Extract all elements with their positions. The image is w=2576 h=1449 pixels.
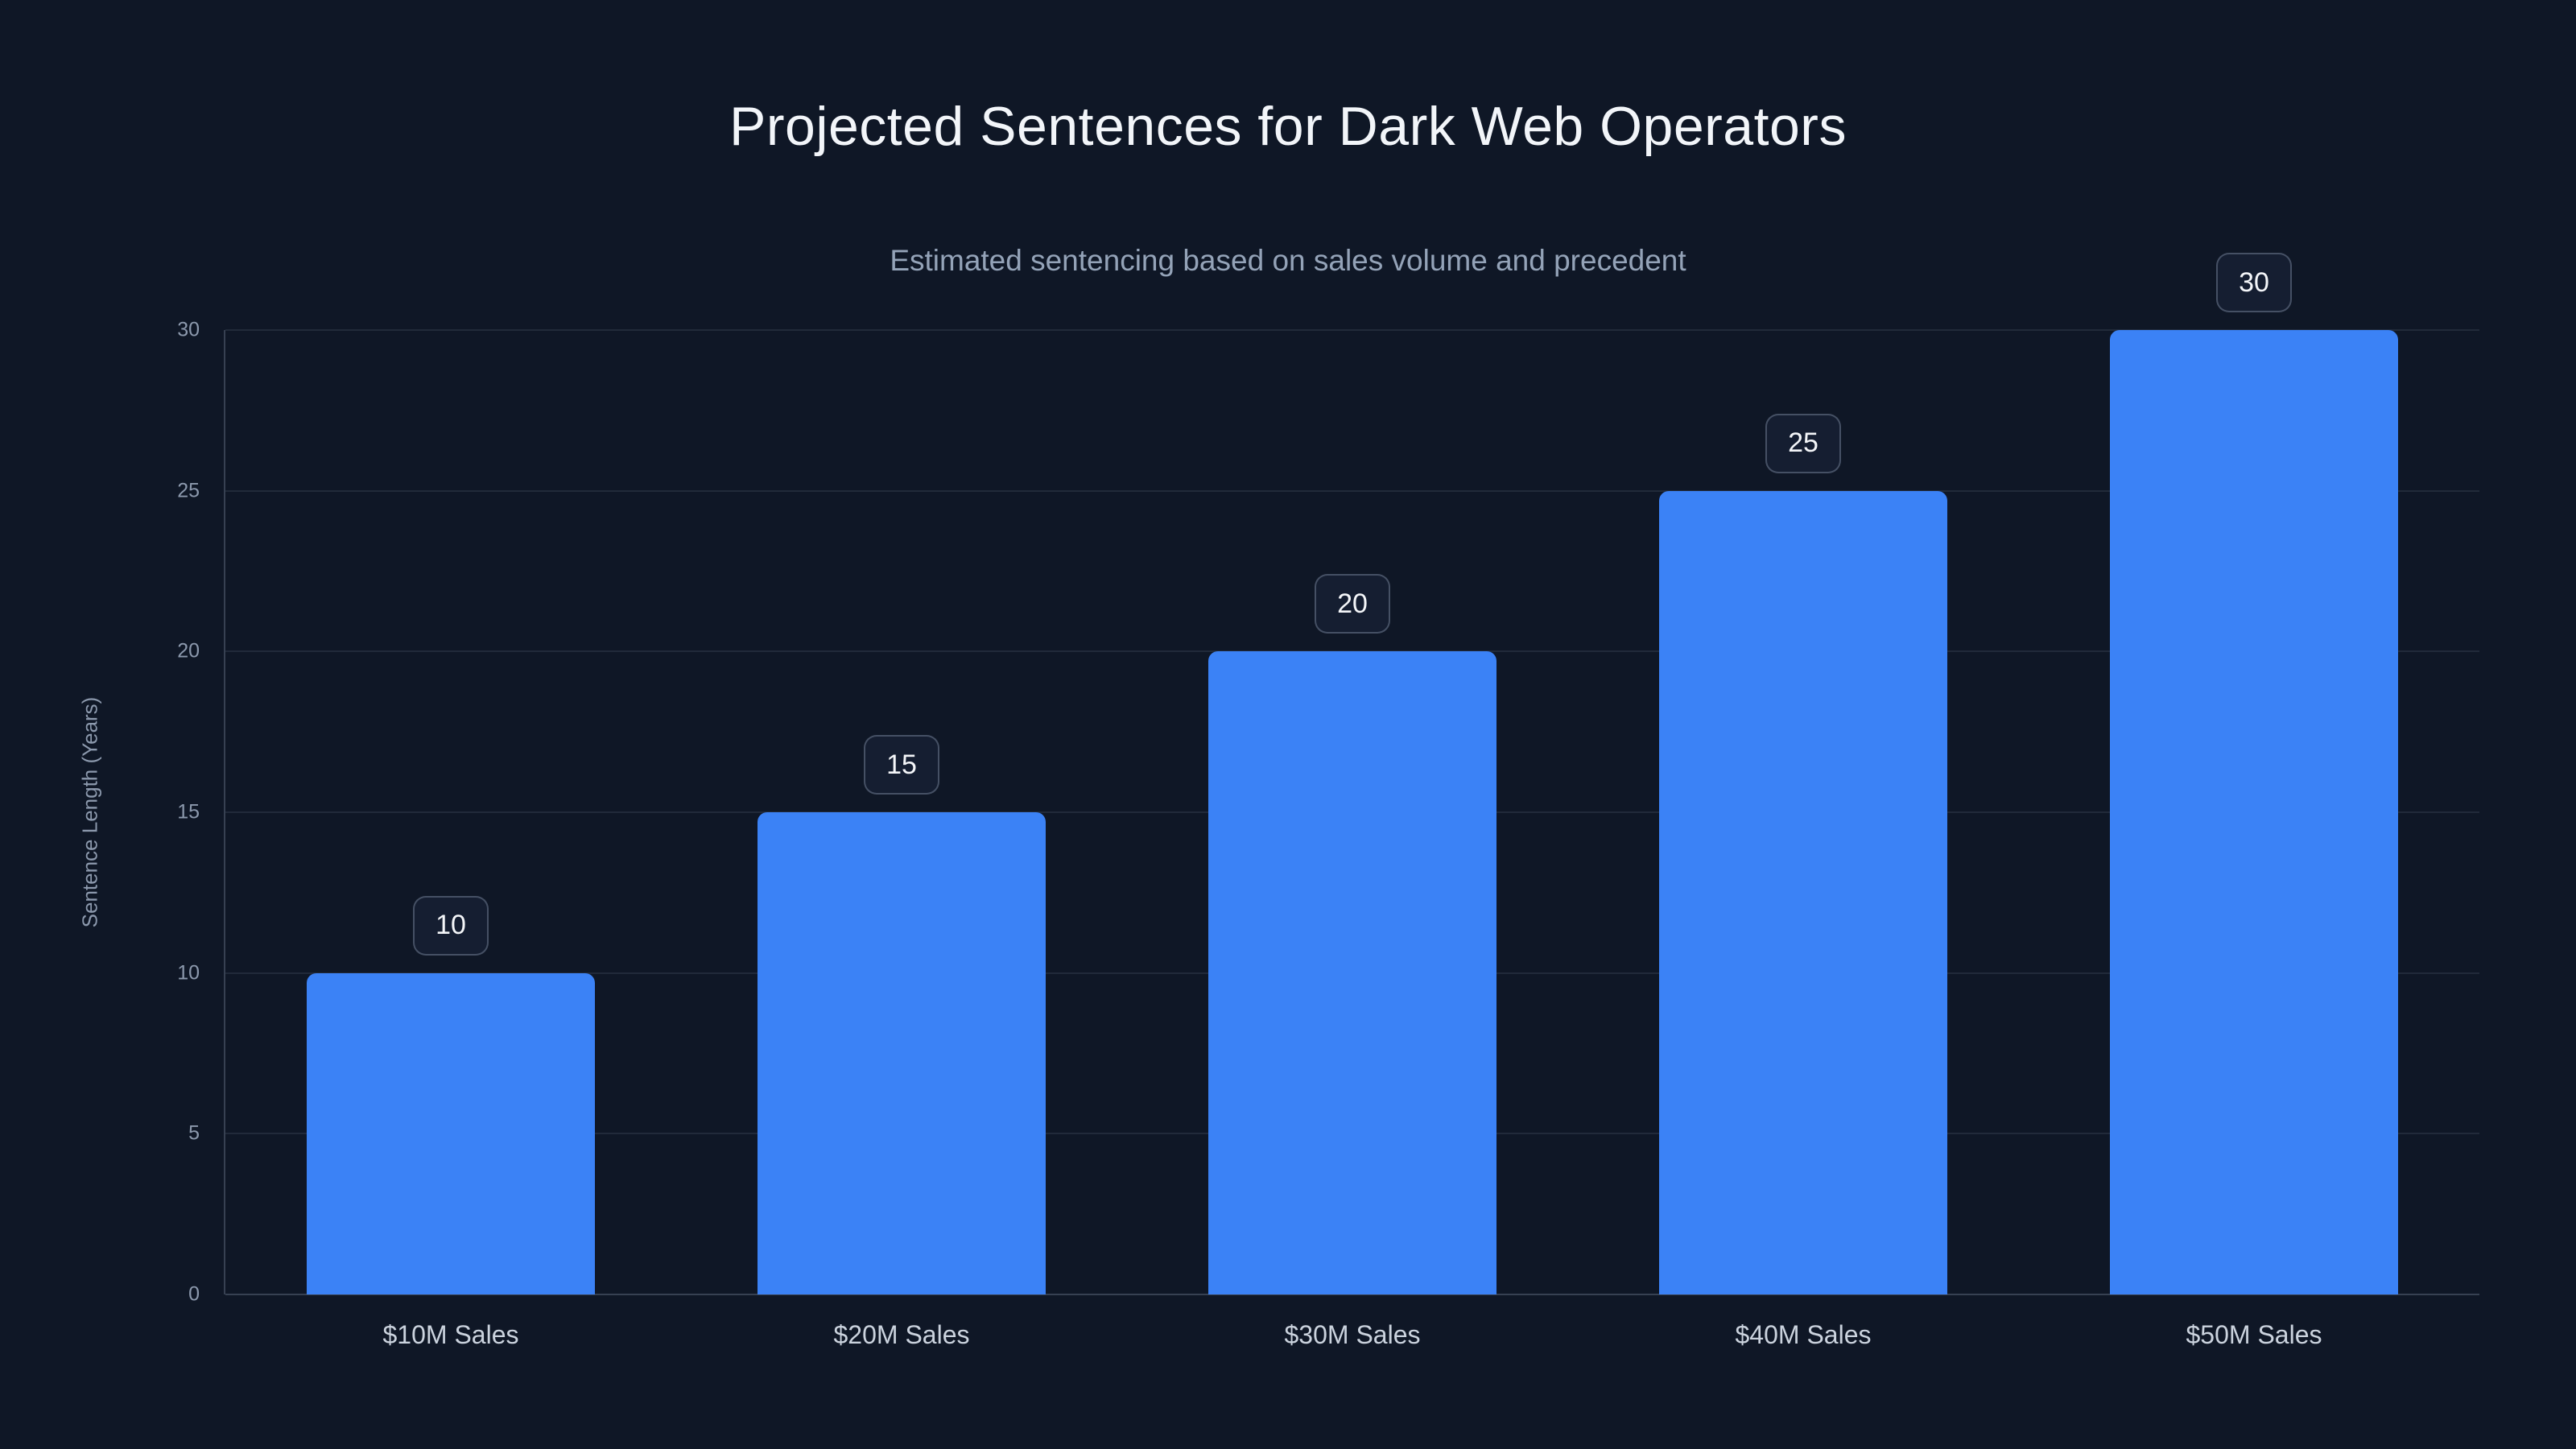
value-badge: 20 xyxy=(1315,574,1390,634)
chart-subtitle: Estimated sentencing based on sales volu… xyxy=(890,244,1686,277)
x-tick-label: $50M Sales xyxy=(2186,1320,2322,1349)
gridline-y-25 xyxy=(225,489,2479,492)
y-axis-ticks: 0 5 10 15 20 25 30 xyxy=(32,319,200,1306)
y-tick-label: 0 xyxy=(188,1282,200,1306)
value-badge: 25 xyxy=(1765,413,1841,473)
x-tick-label: $10M Sales xyxy=(382,1320,519,1349)
y-tick-label: 10 xyxy=(177,961,200,985)
y-tick-label: 20 xyxy=(177,639,200,663)
bar-$50M Sales xyxy=(2110,330,2398,1294)
bar-$30M Sales xyxy=(1208,651,1496,1294)
x-tick-label: $30M Sales xyxy=(1284,1320,1421,1349)
y-axis-line xyxy=(224,330,225,1294)
plot-area: 10 15 20 25 30 xyxy=(224,253,2479,1295)
x-tick-label: $20M Sales xyxy=(833,1320,970,1349)
y-tick-label: 30 xyxy=(177,318,200,341)
bar-$40M Sales xyxy=(1659,490,1947,1294)
gridline-y-20 xyxy=(225,650,2479,653)
bar-$20M Sales xyxy=(758,812,1046,1294)
bar-$10M Sales xyxy=(307,972,595,1294)
y-tick-label: 5 xyxy=(188,1121,200,1145)
value-badge: 15 xyxy=(864,735,939,795)
chart-title: Projected Sentences for Dark Web Operato… xyxy=(729,96,1847,157)
y-tick-label: 25 xyxy=(177,479,200,502)
value-badge: 10 xyxy=(413,895,489,956)
x-axis-labels: $10M Sales $20M Sales $30M Sales $40M Sales… xyxy=(225,1320,2479,1360)
x-tick-label: $40M Sales xyxy=(1735,1320,1872,1349)
gridline-y-0 xyxy=(225,1294,2479,1295)
y-axis-title: Sentence Length (Years) xyxy=(77,696,102,928)
gridline-y-30 xyxy=(225,329,2479,331)
y-tick-label: 15 xyxy=(177,800,200,824)
value-badge: 30 xyxy=(2216,253,2292,312)
